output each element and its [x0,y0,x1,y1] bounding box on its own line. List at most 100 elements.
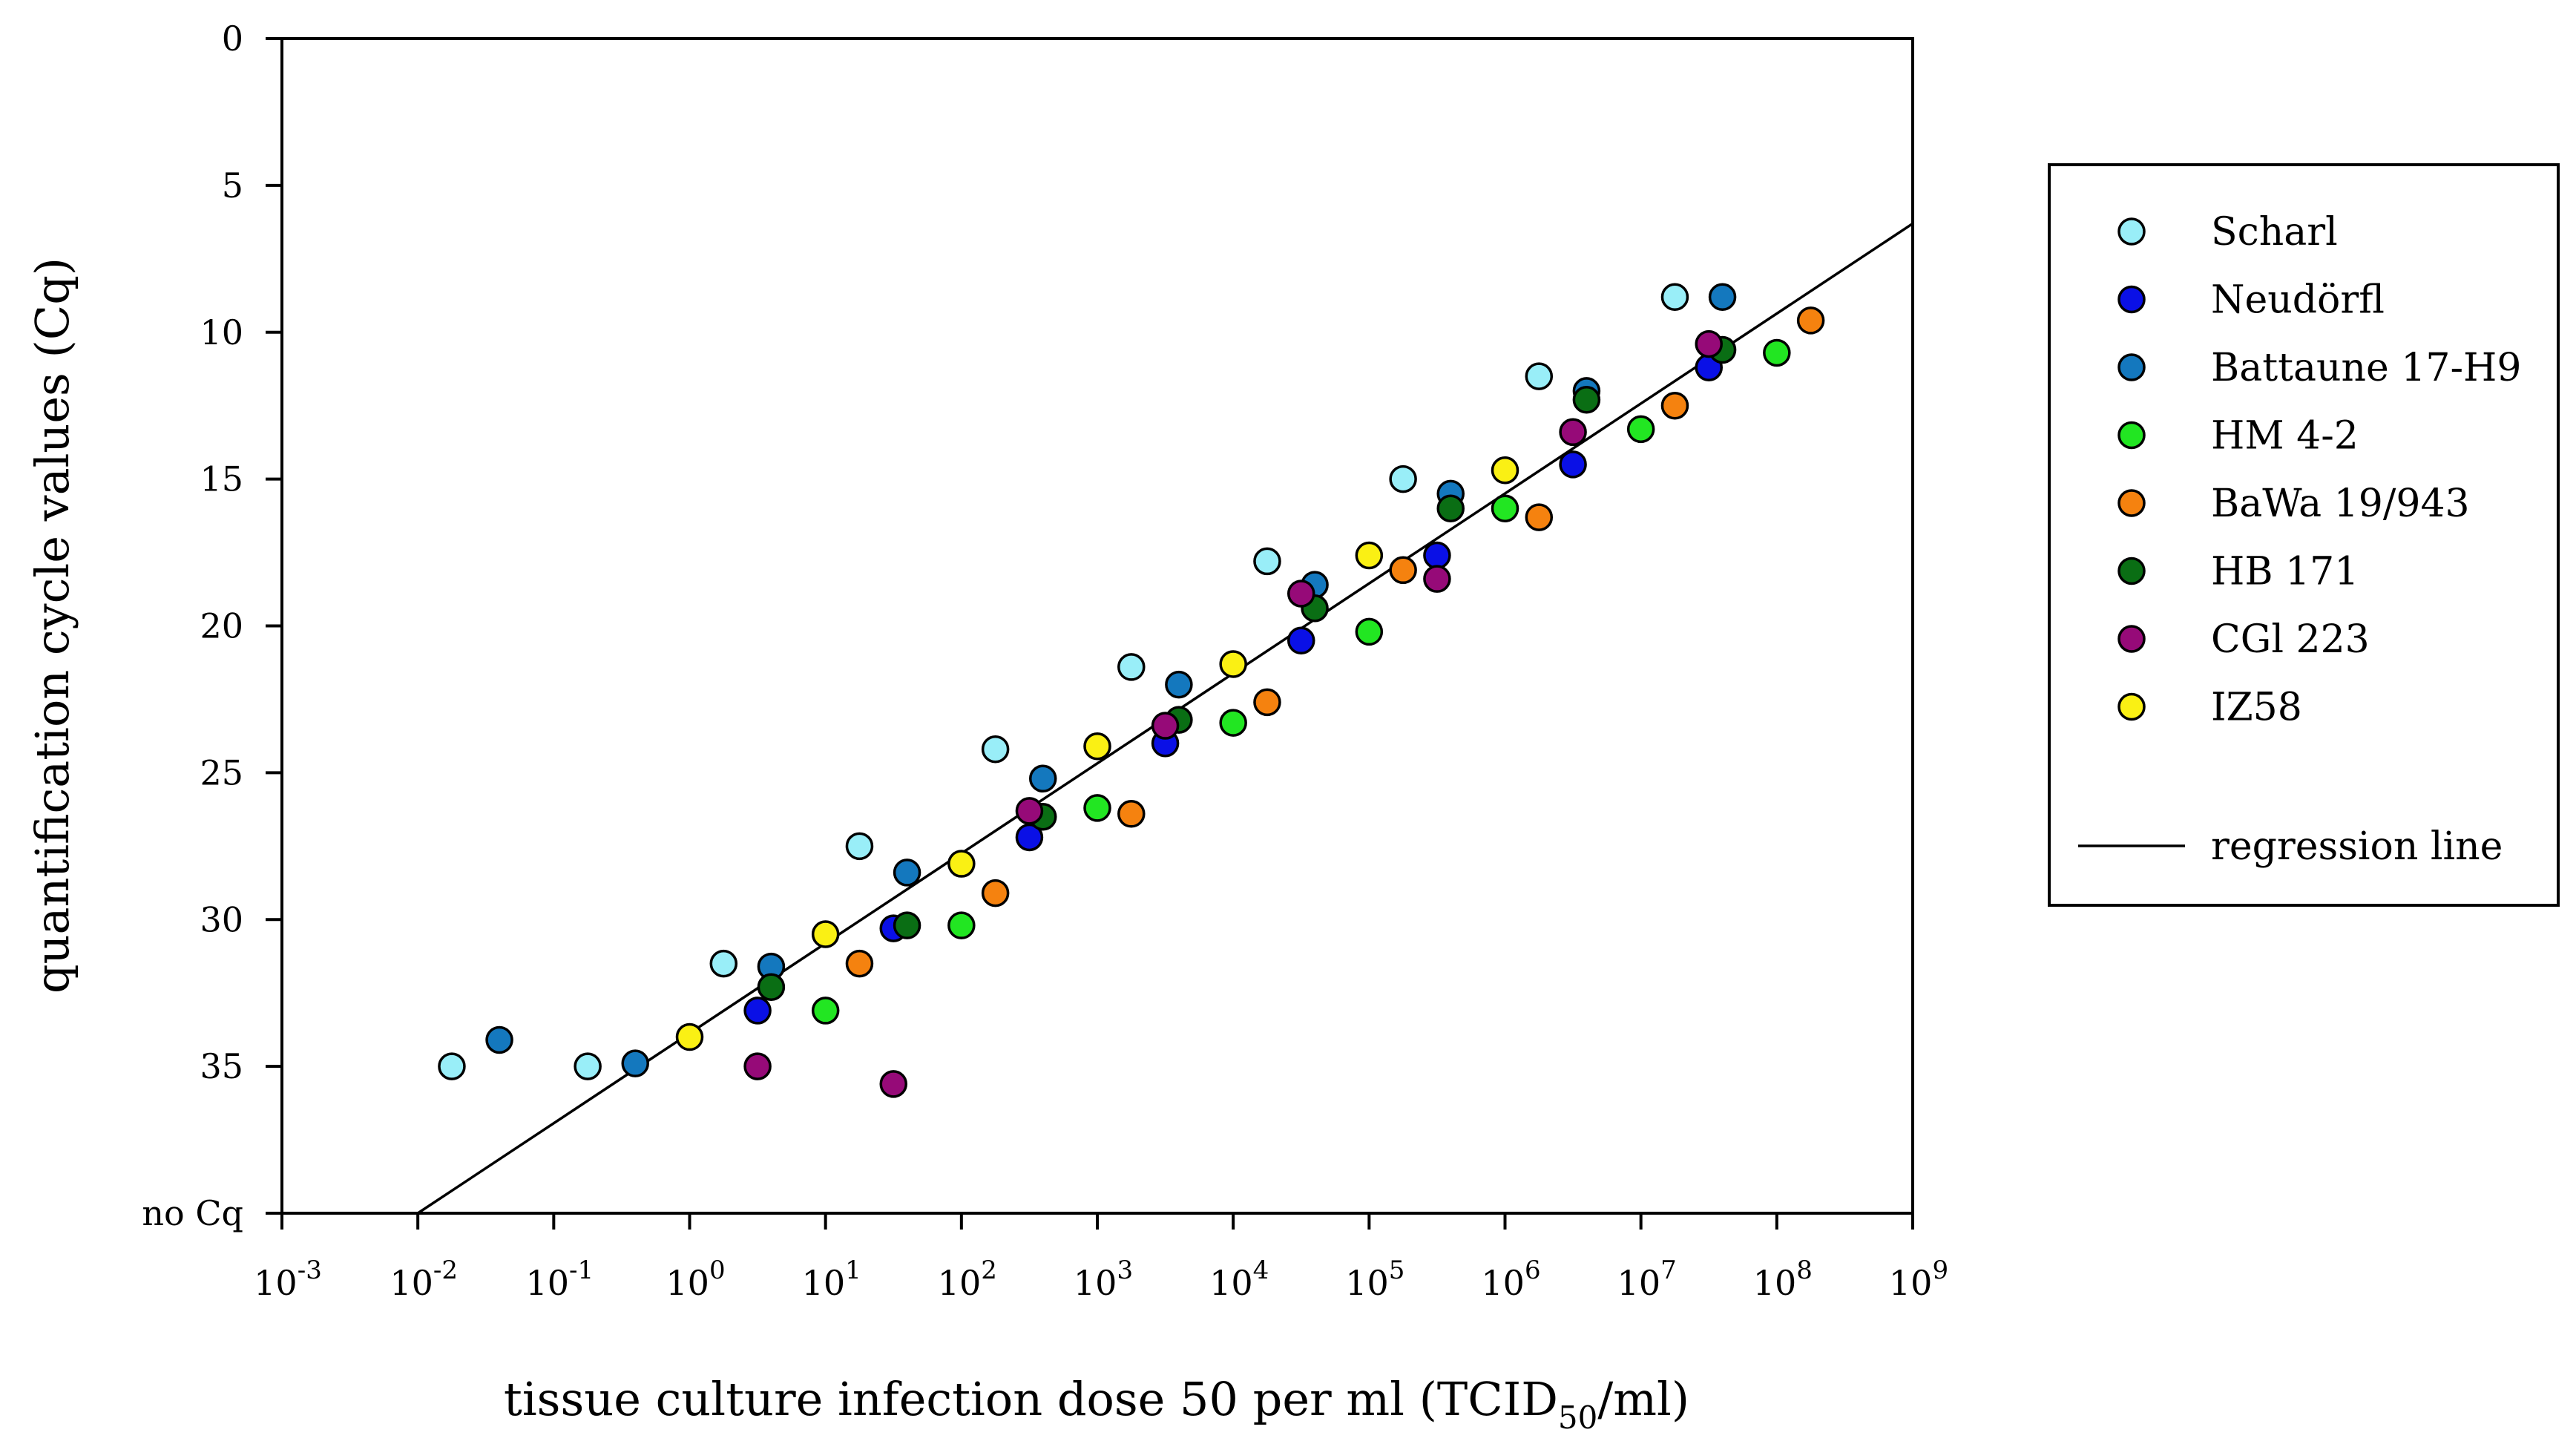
plot-frame [280,37,1914,1215]
data-point [621,1049,649,1077]
data-point [743,997,772,1025]
x-axis: 10-3 10-2 10-1 100 101 102 103 104 105 106 107 108 1… [254,1213,1948,1303]
data-point [675,1023,704,1051]
y-tick-label: 15 [200,459,243,499]
x-axis-title-main: tissue culture infection dose 50 per ml … [504,1372,1558,1426]
y-tick-label: 25 [200,752,243,792]
data-point [1015,797,1044,825]
legend-label: Scharl [2211,210,2338,255]
x-axis-title-subscript: 50 [1558,1399,1597,1436]
y-tick-label: 20 [200,606,243,646]
x-axis-title: tissue culture infection dose 50 per ml … [504,1372,1689,1436]
x-tick-label: 108 [1753,1255,1813,1303]
data-point [438,1052,466,1080]
data-point [1287,626,1315,655]
legend-label: Battaune 17-H9 [2211,346,2521,390]
x-tick-label: 10-3 [254,1255,322,1303]
data-point [1219,709,1247,737]
data-point [1389,556,1417,585]
x-tick-label: 101 [802,1255,861,1303]
x-tick-label: 104 [1209,1255,1269,1303]
data-point [1083,732,1111,761]
x-axis-title-end: /ml) [1597,1372,1689,1426]
legend-marker [2117,625,2146,653]
data-point [1355,617,1384,646]
data-point [1525,362,1554,390]
data-point [1117,800,1146,828]
legend-box [2048,163,2560,907]
data-point [879,1070,907,1098]
data-point [1572,386,1601,414]
data-point [1763,338,1791,367]
data-point [811,997,840,1025]
data-point [1525,503,1554,531]
legend-label: IZ58 [2211,686,2302,730]
y-tick-label: no Cq [142,1193,243,1233]
data-point [1423,541,1451,570]
legend-marker [2117,353,2146,381]
legend-label: HB 171 [2211,550,2359,594]
y-tick-label: 10 [200,312,243,352]
data-point [574,1052,602,1080]
data-point [1219,650,1247,678]
legend-label: CGl 223 [2211,617,2370,662]
data-point [1253,688,1281,717]
data-point [1028,764,1057,793]
legend-label: Neudörfl [2211,278,2385,323]
x-tick-label: 103 [1074,1255,1133,1303]
data-point [1151,712,1180,740]
legend-label: BaWa 19/943 [2211,482,2470,526]
y-axis: 0 5 10 15 20 25 30 35 no Cq [142,19,282,1233]
y-axis-title: quantification cycle values (Cq) [25,257,79,994]
data-point [893,911,921,939]
x-tick-label: 105 [1345,1255,1404,1303]
data-point [1253,547,1281,576]
data-point [1491,494,1519,522]
legend: Scharl Neudörfl Battaune 17-H9 HM 4-2 BaWa 1… [2048,163,2560,907]
data-point [1660,283,1689,312]
data-point [811,920,840,948]
data-point [1559,418,1587,447]
data-point [1117,653,1146,681]
data-point [1796,306,1825,335]
data-point [709,949,738,978]
x-tick-label: 102 [938,1255,997,1303]
data-point [1626,415,1655,444]
data-point [757,973,786,1002]
legend-items: Scharl Neudörfl Battaune 17-H9 HM 4-2 BaWa 1… [2117,210,2521,730]
legend-regression-label: regression line [2211,824,2503,869]
data-point [947,911,976,939]
y-tick-label: 30 [200,899,243,939]
legend-marker [2117,421,2146,450]
y-tick-label: 35 [200,1046,243,1086]
x-tick-label: 109 [1889,1255,1948,1303]
data-point [1083,794,1111,822]
x-tick-label: 106 [1481,1255,1540,1303]
legend-marker [2117,557,2146,585]
data-point [1708,283,1737,312]
data-point [1389,465,1417,493]
data-point [743,1052,772,1080]
legend-marker [2117,217,2146,246]
data-point [1660,391,1689,420]
data-point [845,949,874,978]
legend-label: HM 4-2 [2211,414,2359,459]
data-point [1436,494,1465,522]
y-tick-label: 5 [222,165,243,206]
data-point [1559,450,1587,479]
data-point [1165,670,1193,699]
x-tick-label: 107 [1617,1255,1677,1303]
data-point [947,850,976,878]
x-tick-label: 10-2 [390,1255,458,1303]
y-tick-label: 0 [222,19,243,59]
legend-marker [2117,489,2146,517]
x-tick-label: 10-1 [525,1255,594,1303]
x-tick-label: 100 [666,1255,725,1303]
data-point [1423,565,1451,593]
data-point [893,859,921,887]
data-point [981,735,1010,764]
legend-marker [2117,285,2146,314]
data-point [1491,456,1519,485]
legend-marker [2117,692,2146,721]
